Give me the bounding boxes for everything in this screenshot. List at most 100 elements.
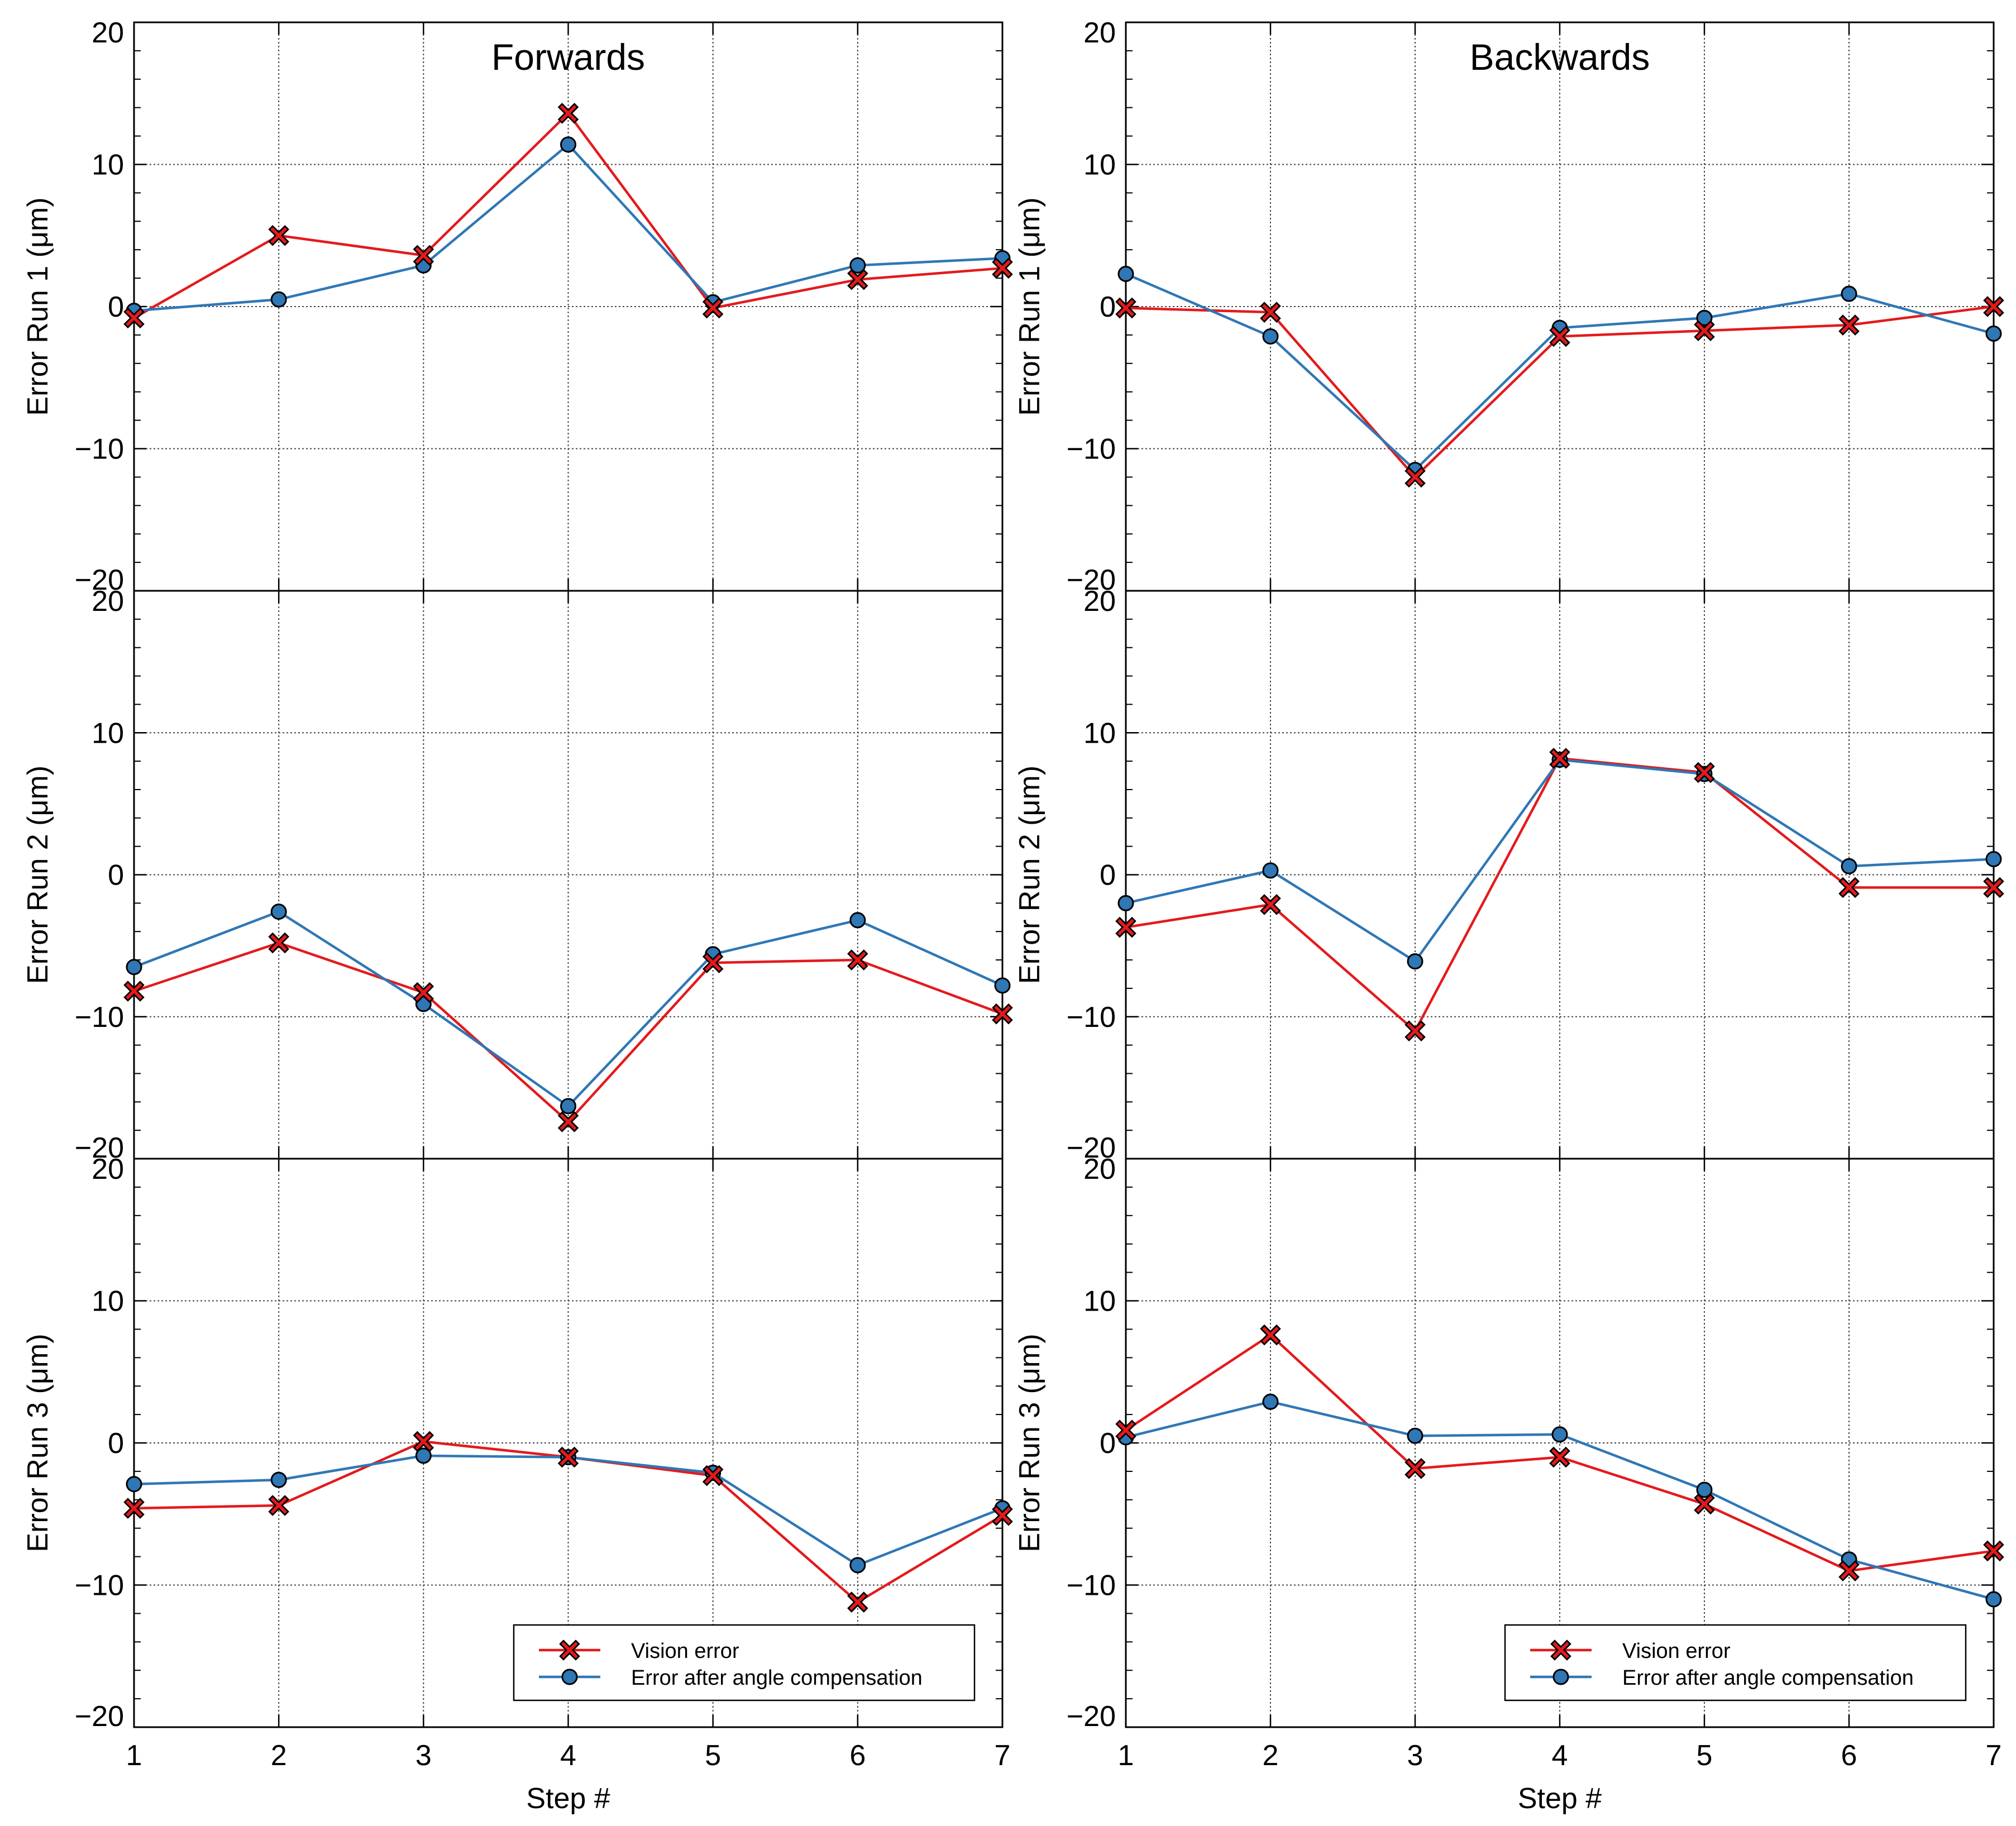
panel-forwards-run3: −20 −10 0 10 20 1 2 3 4 5 6 7 Step # Error Run 3 (μm) bbox=[22, 1153, 1013, 1815]
compensated-error-point bbox=[560, 136, 576, 153]
legend-label: Error after angle compensation bbox=[1622, 1666, 1914, 1690]
x-stroke-fill bbox=[1117, 919, 1134, 936]
x-stroke-fill bbox=[560, 104, 577, 122]
vision-error-point bbox=[1115, 1419, 1136, 1441]
legend-item: Error after angle compensation bbox=[539, 1666, 923, 1690]
vision-error-point bbox=[1404, 466, 1426, 488]
y-tick-label: 10 bbox=[92, 1285, 124, 1318]
compensated-error-point bbox=[994, 977, 1011, 994]
compensated-error-point bbox=[270, 291, 287, 308]
y-tick-label: 0 bbox=[108, 1427, 124, 1460]
legend-item: Vision error bbox=[1530, 1639, 1731, 1663]
legend-circle-marker bbox=[561, 1669, 578, 1685]
x-stroke-fill bbox=[849, 271, 866, 288]
legend-box bbox=[1504, 1624, 1967, 1701]
x-stroke-fill bbox=[849, 952, 866, 968]
vision-error-point bbox=[413, 245, 434, 266]
vision-error-point bbox=[1260, 302, 1281, 323]
x-tick-label: 7 bbox=[1986, 1739, 2002, 1772]
x-stroke-fill bbox=[1985, 879, 2002, 896]
x-stroke-fill bbox=[560, 1449, 577, 1466]
vision-error-point bbox=[847, 1591, 868, 1613]
compensated-error-point bbox=[1985, 325, 2002, 342]
vision-error-point bbox=[1115, 297, 1136, 319]
vision-error-point bbox=[1983, 1540, 2004, 1562]
x-stroke-fill bbox=[1551, 328, 1568, 345]
compensated-error-point bbox=[1985, 851, 2002, 868]
vision-error-point bbox=[992, 257, 1013, 279]
y-tick-label: −10 bbox=[75, 1570, 124, 1602]
compensated-error-point bbox=[1551, 1426, 1568, 1443]
panel-frame bbox=[133, 1158, 1004, 1728]
x-stroke-fill bbox=[270, 1497, 288, 1514]
x-stroke-fill bbox=[560, 1113, 577, 1130]
y-axis-label: Error Run 2 (μm) bbox=[1014, 766, 1046, 984]
x-stroke-fill bbox=[1985, 298, 2002, 315]
compensated-error-point bbox=[1696, 1481, 1713, 1498]
x-stroke-fill bbox=[1262, 304, 1279, 321]
compensated-error-point bbox=[1841, 858, 1857, 874]
legend-label: Vision error bbox=[1622, 1639, 1731, 1663]
legend-x-marker bbox=[1550, 1639, 1571, 1661]
vision-error-point bbox=[1549, 326, 1570, 347]
x-stroke-fill bbox=[1696, 764, 1713, 781]
y-tick-label: 20 bbox=[92, 1153, 124, 1186]
compensated-error-point bbox=[270, 1471, 287, 1488]
x-stroke-fill bbox=[1841, 879, 1857, 896]
compensated-error-point bbox=[1407, 953, 1423, 970]
vision-error-point bbox=[702, 297, 724, 319]
x-stroke-fill bbox=[415, 984, 432, 1001]
vision-error-point bbox=[1549, 1446, 1570, 1468]
y-tick-label: −20 bbox=[1067, 564, 1116, 596]
x-axis-label: Step # bbox=[1518, 1782, 1602, 1815]
legend-forwards: Vision error Error after angle compensati… bbox=[513, 1624, 976, 1701]
y-axis-label: Error Run 1 (μm) bbox=[1014, 197, 1046, 415]
legend-backwards: Vision error Error after angle compensati… bbox=[1504, 1624, 1967, 1701]
x-stroke-fill bbox=[270, 227, 288, 244]
x-tick-label: 1 bbox=[126, 1739, 142, 1772]
legend-label: Error after angle compensation bbox=[631, 1666, 923, 1690]
x-tick-label: 2 bbox=[1263, 1739, 1279, 1772]
y-tick-label: 0 bbox=[108, 859, 124, 892]
x-stroke-fill bbox=[1985, 1542, 2002, 1560]
y-tick-label: −20 bbox=[75, 1700, 124, 1733]
panel-forwards-run1: −20 −10 0 10 20 Error Run 1 (μm) Forwards bbox=[22, 17, 1013, 596]
x-tick-label: 3 bbox=[1407, 1739, 1423, 1772]
legend-box bbox=[513, 1624, 976, 1701]
panel-backwards-run2: −20 −10 0 10 20 Error Run 2 (μm) bbox=[1014, 585, 2004, 1164]
y-tick-label: 10 bbox=[1083, 149, 1116, 181]
y-tick-label: −10 bbox=[75, 433, 124, 466]
y-tick-label: −10 bbox=[1067, 1001, 1116, 1034]
x-tick-label: 5 bbox=[705, 1739, 721, 1772]
y-tick-label: 10 bbox=[92, 717, 124, 749]
x-stroke-fill bbox=[1262, 1326, 1279, 1344]
x-stroke-fill bbox=[1117, 299, 1134, 317]
vision-error-point bbox=[557, 1111, 579, 1132]
compensated-error-point bbox=[1262, 328, 1279, 345]
vision-error-point bbox=[702, 952, 724, 973]
vision-error-point bbox=[847, 949, 868, 971]
x-stroke-fill bbox=[126, 1500, 142, 1517]
compensated-error-point bbox=[849, 1557, 866, 1574]
y-tick-label: 0 bbox=[1100, 859, 1116, 892]
x-stroke-fill bbox=[415, 247, 432, 264]
x-stroke-fill bbox=[1407, 1022, 1423, 1040]
x-stroke-fill bbox=[1262, 896, 1279, 913]
y-tick-label: −20 bbox=[75, 564, 124, 596]
x-stroke-fill bbox=[1841, 1562, 1857, 1579]
compensated-error-point bbox=[270, 904, 287, 920]
x-stroke-fill bbox=[126, 309, 142, 327]
x-axis-label: Step # bbox=[526, 1782, 610, 1815]
y-tick-label: −20 bbox=[1067, 1700, 1116, 1733]
compensated-error-point bbox=[560, 1098, 576, 1115]
compensated-error-point bbox=[849, 257, 866, 274]
compensated-error-point bbox=[126, 1476, 142, 1493]
panel-title: Forwards bbox=[491, 36, 645, 78]
y-tick-label: 10 bbox=[92, 149, 124, 181]
y-tick-label: 20 bbox=[1083, 1153, 1116, 1186]
x-stroke-fill bbox=[1696, 322, 1713, 340]
compensated-error-point bbox=[1407, 1427, 1423, 1444]
y-tick-label: 20 bbox=[1083, 17, 1116, 49]
vision-error-point bbox=[702, 1465, 724, 1486]
